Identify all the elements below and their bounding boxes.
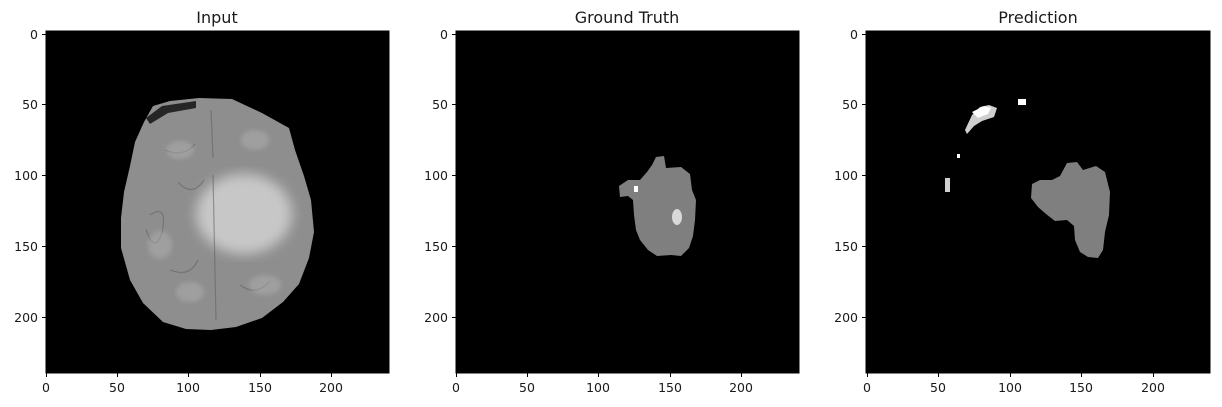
y-axis-ticks: [452, 34, 456, 318]
predicted-tumor-mask: [1031, 162, 1110, 258]
mask-highlight: [957, 154, 960, 158]
x-tick-labels: 0 50 100 150 200: [452, 380, 753, 395]
y-tick-label: 100: [424, 168, 448, 183]
y-tick-label: 50: [432, 97, 448, 112]
y-tick-label: 100: [834, 168, 858, 183]
x-tick-label: 0: [42, 380, 50, 395]
x-tick-label: 200: [729, 380, 753, 395]
x-tick-label: 50: [519, 380, 535, 395]
y-tick-label: 150: [834, 239, 858, 254]
mask-highlight: [1018, 99, 1026, 105]
y-tick-label: 50: [22, 97, 38, 112]
image-prediction-mask: [866, 31, 1210, 373]
x-tick-labels: 0 50 100 150 200: [863, 380, 1165, 395]
x-tick-label: 0: [863, 380, 871, 395]
y-axis-ticks: [42, 34, 46, 318]
x-tick-label: 50: [109, 380, 125, 395]
panel-input: Input: [14, 8, 390, 395]
y-tick-label: 200: [424, 310, 448, 325]
image-ground-truth-mask: [456, 31, 799, 373]
y-tick-label: 150: [14, 239, 38, 254]
x-tick-label: 100: [586, 380, 610, 395]
x-axis-ticks: [456, 373, 742, 377]
panel-title: Prediction: [998, 8, 1077, 27]
mask-highlight: [945, 178, 950, 192]
x-tick-label: 50: [930, 380, 946, 395]
x-tick-labels: 0 50 100 150 200: [42, 380, 343, 395]
x-tick-label: 200: [1141, 380, 1165, 395]
panel-prediction: Prediction 0 50 100 150 200: [834, 8, 1211, 395]
x-tick-label: 150: [248, 380, 272, 395]
panel-ground-truth: Ground Truth 0 50 100 150 200 0 50: [424, 8, 800, 395]
y-axis-ticks: [862, 34, 866, 318]
x-tick-label: 200: [319, 380, 343, 395]
mask-highlight: [972, 106, 991, 118]
mask-highlight: [672, 209, 682, 225]
x-tick-label: 150: [1069, 380, 1093, 395]
x-tick-label: 100: [176, 380, 200, 395]
y-tick-label: 0: [440, 27, 448, 42]
x-tick-label: 150: [658, 380, 682, 395]
y-tick-label: 0: [30, 27, 38, 42]
x-tick-label: 100: [998, 380, 1022, 395]
x-axis-ticks: [867, 373, 1154, 377]
y-tick-label: 150: [424, 239, 448, 254]
image-brain-mri: [46, 31, 389, 373]
mask-highlight: [634, 186, 638, 192]
panel-title: Input: [196, 8, 237, 27]
x-tick-label: 0: [452, 380, 460, 395]
false-positive-region: [965, 105, 997, 134]
y-tick-labels: 0 50 100 150 200: [14, 27, 38, 325]
y-tick-label: 200: [14, 310, 38, 325]
y-tick-label: 0: [850, 27, 858, 42]
x-axis-ticks: [46, 373, 332, 377]
panel-title: Ground Truth: [575, 8, 680, 27]
y-tick-label: 200: [834, 310, 858, 325]
y-tick-label: 50: [842, 97, 858, 112]
dark-rim: [146, 101, 196, 124]
y-tick-labels: 0 50 100 150 200: [424, 27, 448, 325]
y-tick-labels: 0 50 100 150 200: [834, 27, 858, 325]
lesion-region: [196, 174, 292, 254]
y-tick-label: 100: [14, 168, 38, 183]
tumor-mask: [619, 156, 696, 256]
